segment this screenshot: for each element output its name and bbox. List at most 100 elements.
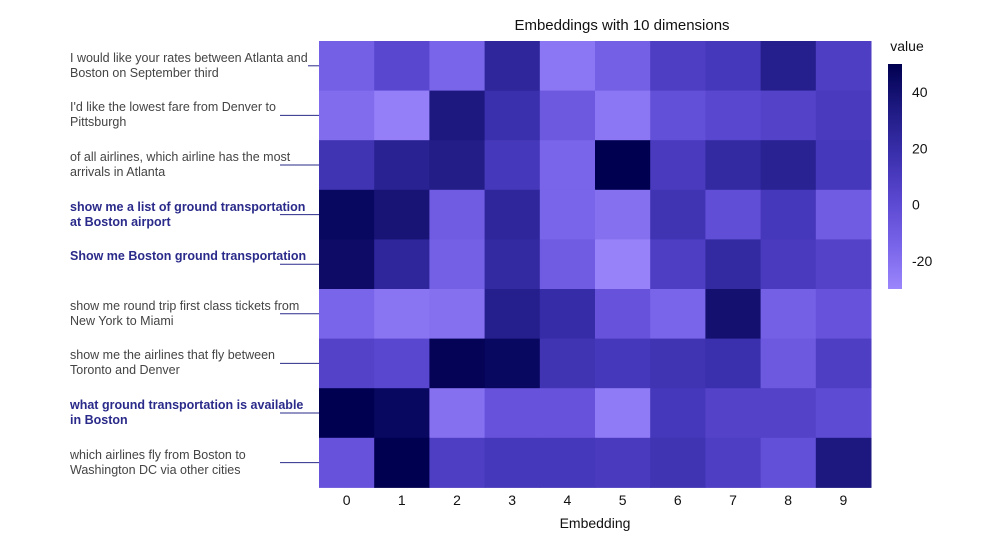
heatmap-cell [650,338,706,389]
heatmap-cell [815,140,872,191]
heatmap-cell [484,437,541,488]
heatmap-cell [705,388,762,439]
colorbar-tick-label: 20 [912,140,928,156]
heatmap-cell [539,437,596,488]
heatmap-cell [705,338,762,389]
heatmap-cell [429,189,486,240]
heatmap-cell [429,437,486,488]
heatmap-cell [319,189,375,240]
heatmap-cell [429,90,486,141]
heatmap-cell [815,239,872,290]
heatmap-cell [319,239,375,290]
heatmap-cell [595,239,651,290]
heatmap-cell [319,437,375,488]
heatmap-cell [429,140,486,191]
heatmap-cell [595,90,651,141]
heatmap-cell [484,90,541,141]
heatmap-cell [760,388,817,439]
heatmap-cell [539,90,596,141]
heatmap-cell [760,140,817,191]
row-label: Show me Boston ground transportation [70,249,307,264]
heatmap-cell [374,437,430,488]
x-tick-label: 6 [674,492,682,508]
heatmap-cell [650,41,706,92]
heatmap-cell [650,239,706,290]
heatmap-cell [650,140,706,191]
heatmap-cell [539,289,596,340]
x-tick-label: 2 [453,492,461,508]
heatmap-cell [484,189,541,240]
heatmap-cell [595,140,651,191]
heatmap-cell [374,289,430,340]
heatmap-cell [760,189,817,240]
heatmap-cell [374,90,430,141]
heatmap-cell [319,388,375,439]
colorbar [888,64,902,289]
x-tick-label: 9 [840,492,848,508]
heatmap-cell [319,90,375,141]
heatmap-cell [429,338,486,389]
heatmap-cell [319,289,375,340]
heatmap-cell [595,388,651,439]
x-tick-label: 4 [564,492,572,508]
x-tick-label: 7 [729,492,737,508]
heatmap-cell [484,338,541,389]
heatmap-cell [595,437,651,488]
x-tick-label: 3 [508,492,516,508]
heatmap-cell [815,41,872,92]
row-label: which airlines fly from Boston to Washin… [70,447,246,477]
heatmap-cell [484,140,541,191]
row-label: show me a list of ground transportation … [70,199,306,229]
row-label: what ground transportation is available … [70,398,304,427]
heatmap-cell [760,289,817,340]
heatmap-cell [429,239,486,290]
heatmap-cell [705,41,762,92]
heatmap-cell [484,41,541,92]
colorbar-ticks: -20 0 20 40 [912,84,932,269]
heatmap-cell [650,437,706,488]
x-tick-labels: 0 1 2 3 4 5 6 7 8 9 [343,492,848,508]
heatmap-cell [319,41,375,92]
heatmap-cell [760,90,817,141]
colorbar-tick-label: -20 [912,253,932,269]
heatmap-cell [705,140,762,191]
heatmap-cell [484,388,541,439]
heatmap-cell [595,289,651,340]
heatmap-cell [539,41,596,92]
heatmap-cell [760,239,817,290]
heatmap-cell [815,90,872,141]
colorbar-tick-label: 40 [912,84,928,100]
heatmap-cell [760,338,817,389]
heatmap-cell [705,189,762,240]
heatmap-cell [539,140,596,191]
row-tick-marks [280,65,319,464]
heatmap-cell [595,338,651,389]
heatmap-cell [815,289,872,340]
heatmap-cell [815,338,872,389]
heatmap-cell [374,140,430,191]
heatmap-cell [650,289,706,340]
heatmap-cell [815,189,872,240]
heatmap-cell [815,388,872,439]
colorbar-title: value [890,38,924,54]
row-label: I would like your rates between Atlanta … [70,50,308,80]
x-tick-label: 1 [398,492,406,508]
heatmap-cell [705,437,762,488]
heatmap-cell [374,239,430,290]
heatmap-cell [539,338,596,389]
heatmap-cell [429,388,486,439]
heatmap-cell [595,41,651,92]
heatmap-cell [650,388,706,439]
heatmap-cell [429,289,486,340]
row-label: I'd like the lowest fare from Denver to … [70,100,276,130]
heatmap-cell [374,189,430,240]
heatmap-cell [484,289,541,340]
x-axis-title: Embedding [560,515,631,531]
x-tick-label: 0 [343,492,351,508]
heatmap-cell [650,90,706,141]
heatmap-cell [319,140,375,191]
heatmap-cell [650,189,706,240]
heatmap-cell [319,338,375,389]
x-tick-label: 5 [619,492,627,508]
